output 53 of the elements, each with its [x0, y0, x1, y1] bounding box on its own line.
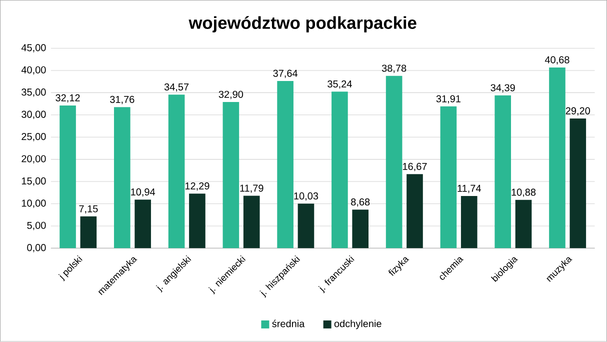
- bar: [460, 196, 478, 248]
- bar: [494, 96, 511, 248]
- y-tick-label: 40,00: [21, 66, 46, 75]
- y-tick-label: 35,00: [22, 88, 46, 97]
- chart-title: województwo podkarpackie: [188, 16, 416, 33]
- bar: [134, 200, 151, 248]
- data-label: 12,29: [185, 182, 210, 191]
- bar: [222, 102, 240, 248]
- bar: [298, 204, 314, 248]
- bar: [168, 94, 185, 248]
- legend-label: średnia: [272, 320, 305, 328]
- data-label: 7,15: [79, 205, 98, 214]
- data-label: 32,90: [218, 90, 244, 100]
- y-tick-label: 0,00: [27, 244, 46, 252]
- bar: [332, 92, 348, 248]
- data-label: 16,67: [402, 163, 427, 172]
- data-label: 8,68: [351, 198, 370, 207]
- data-label: 38,78: [382, 64, 406, 74]
- data-label: 10,94: [131, 188, 156, 197]
- y-tick-label: 15,00: [22, 178, 46, 186]
- y-tick-label: 20,00: [22, 155, 46, 164]
- data-label: 34,57: [164, 84, 189, 92]
- bar: [114, 107, 130, 248]
- y-tick-label: 30,00: [22, 110, 46, 120]
- bar: [60, 106, 76, 248]
- bar: [243, 196, 260, 248]
- bar: [406, 174, 423, 248]
- bar: [440, 106, 457, 248]
- y-tick-label: 10,00: [22, 200, 46, 208]
- data-label: 32,12: [56, 94, 80, 103]
- data-label: 31,76: [110, 96, 134, 104]
- data-label: 10,03: [294, 192, 318, 201]
- bar: [189, 194, 206, 248]
- data-label: 11,74: [458, 185, 481, 194]
- data-label: 34,39: [490, 84, 515, 93]
- y-tick-label: 25,00: [22, 133, 46, 142]
- data-label: 31,91: [436, 95, 460, 104]
- bar: [277, 81, 294, 248]
- bar: [570, 118, 586, 248]
- bar: [515, 200, 532, 248]
- data-label: 40,68: [544, 56, 570, 65]
- bar: [549, 68, 566, 248]
- data-label: 10,88: [512, 188, 536, 198]
- y-tick-label: 5,00: [27, 222, 46, 230]
- data-label: 29,20: [566, 107, 590, 116]
- legend-label: odchylenie: [334, 320, 382, 330]
- bar: [352, 210, 369, 248]
- y-tick-label: 45,00: [21, 44, 46, 52]
- data-label: 11,79: [240, 184, 264, 193]
- data-label: 37,64: [273, 70, 298, 78]
- bar: [386, 76, 402, 248]
- data-label: 35,24: [328, 80, 352, 89]
- bar: [80, 216, 97, 248]
